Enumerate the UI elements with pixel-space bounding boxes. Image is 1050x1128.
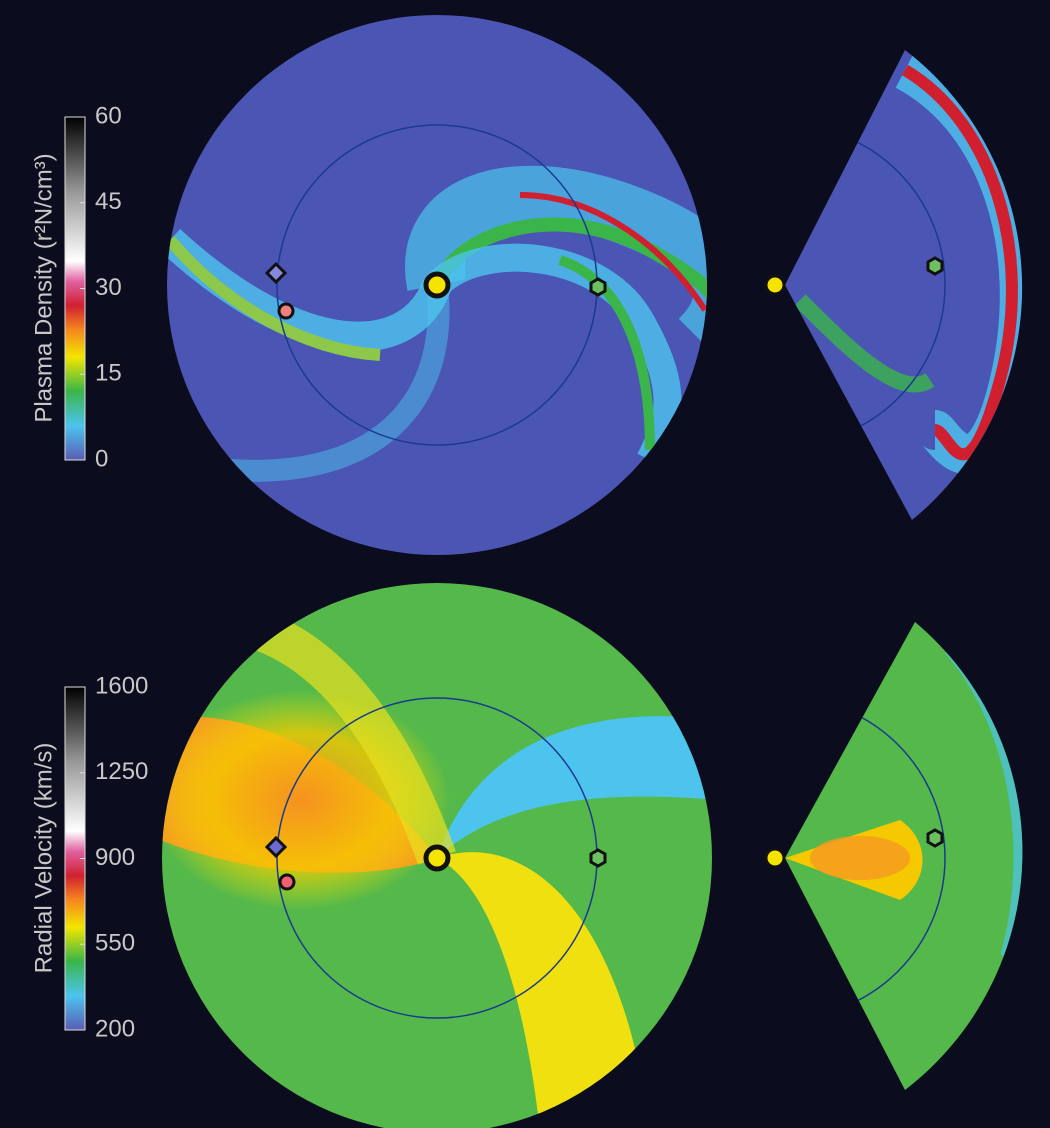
tick-label: 1600 (95, 672, 148, 699)
tick-label: 900 (95, 844, 135, 871)
tick-label: 15 (95, 360, 122, 387)
tick-label: 200 (95, 1015, 135, 1042)
tick-label: 60 (95, 102, 122, 129)
tick-label: 0 (95, 445, 108, 472)
density-map (167, 15, 707, 555)
velocity-map (162, 583, 712, 1128)
colorbar-label: Radial Velocity (km/s) (30, 743, 57, 974)
tick-label: 1250 (95, 758, 148, 785)
tick-label: 30 (95, 274, 122, 301)
tick-label: 550 (95, 930, 135, 957)
tick-label: 45 (95, 188, 122, 215)
colorbar-label: Plasma Density (r²N/cm³) (30, 153, 57, 422)
markers (264, 256, 944, 891)
